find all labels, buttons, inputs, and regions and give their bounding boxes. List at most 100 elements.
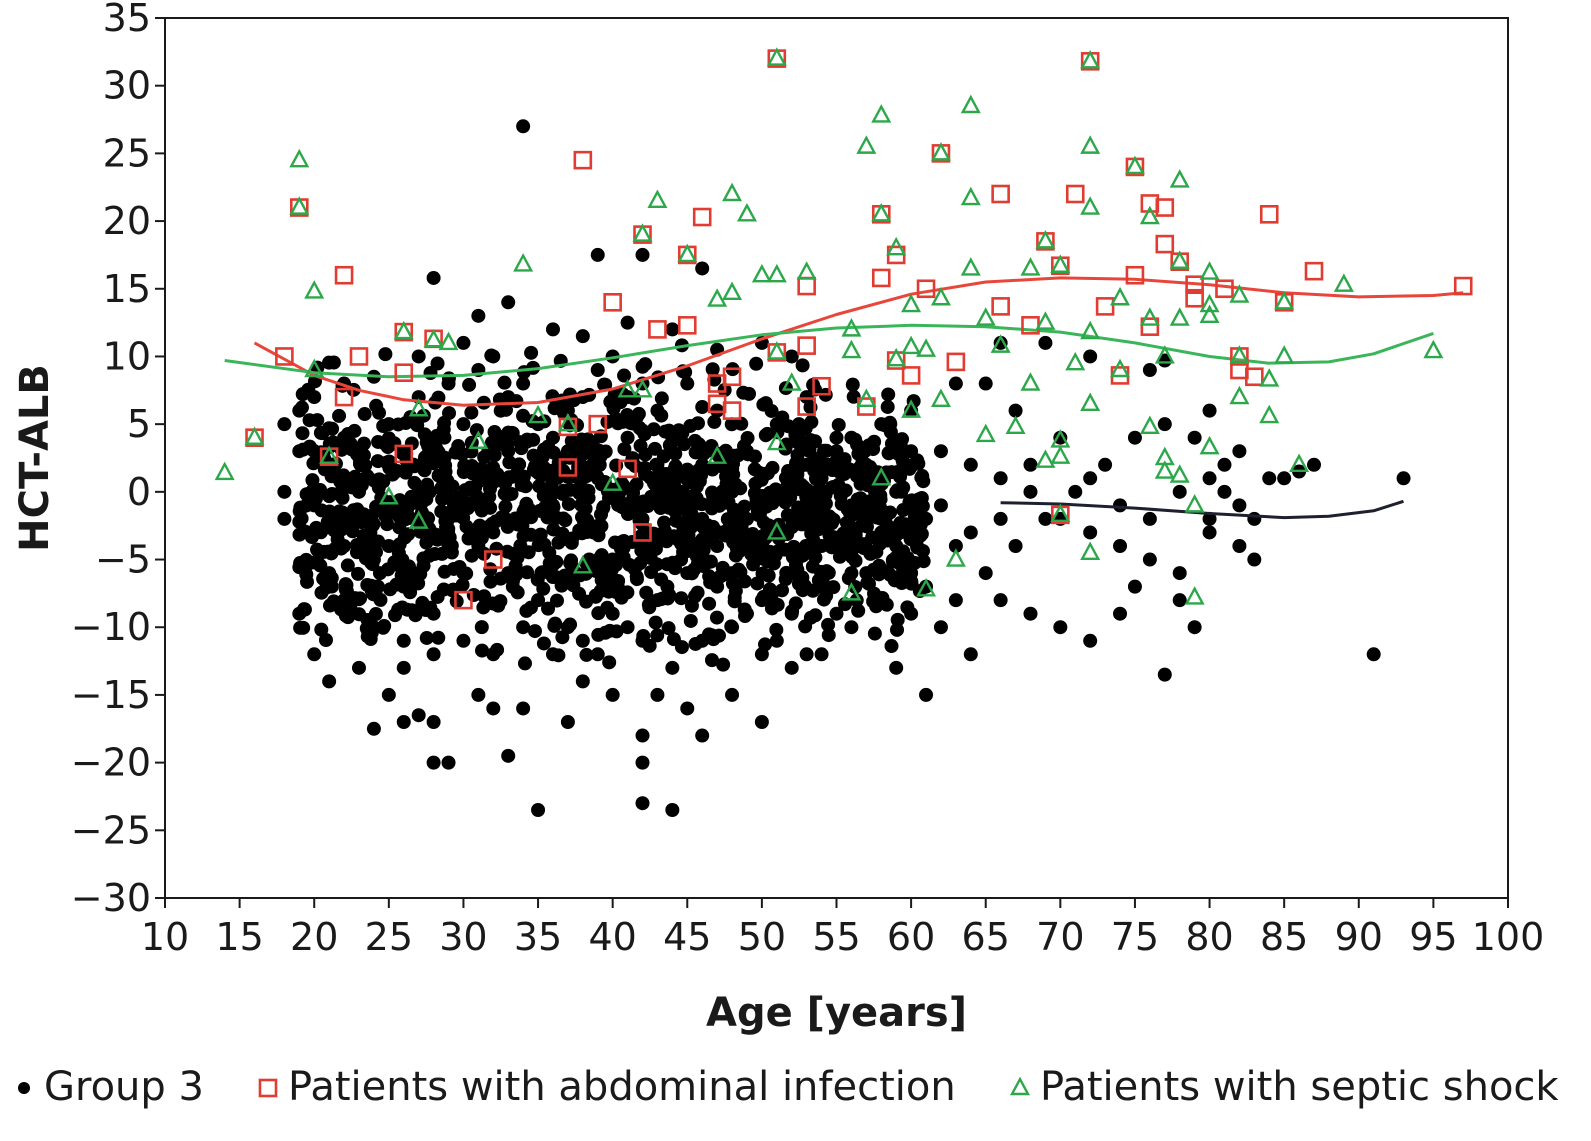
group-3-point bbox=[1262, 471, 1277, 486]
group-3-cloud-point bbox=[648, 615, 663, 630]
group-3-point bbox=[1232, 539, 1247, 553]
group-3-cloud-point bbox=[295, 426, 310, 441]
septic-shock-point bbox=[214, 461, 235, 481]
septic-shock-point bbox=[1080, 392, 1101, 412]
abdominal-infection-point bbox=[916, 279, 936, 299]
septic-shock-point bbox=[766, 431, 787, 451]
group-3-point bbox=[963, 647, 978, 662]
group-3-cloud-point bbox=[655, 472, 670, 487]
group-3-cloud-point bbox=[547, 401, 562, 416]
group-3-point bbox=[650, 593, 665, 608]
group-3-cloud-point bbox=[426, 456, 441, 471]
x-tick-label: 10 bbox=[141, 915, 189, 959]
group-3-cloud-point bbox=[687, 589, 702, 604]
septic-shock-point bbox=[901, 399, 922, 418]
group-3-point bbox=[351, 511, 366, 526]
group-3-point bbox=[1023, 606, 1038, 621]
septic-shock-point bbox=[244, 426, 265, 445]
septic-shock-point bbox=[289, 148, 310, 168]
septic-shock-point bbox=[1050, 254, 1071, 273]
group-3-point bbox=[769, 417, 784, 432]
group-3-cloud-point bbox=[537, 537, 552, 552]
group-3-point bbox=[396, 715, 411, 729]
group-3-point bbox=[322, 674, 337, 689]
group-3-cloud-point bbox=[377, 436, 392, 451]
group-3-point bbox=[366, 552, 381, 567]
septic-shock-point bbox=[647, 189, 668, 208]
x-tick-label: 60 bbox=[887, 915, 935, 959]
septic-shock-point bbox=[960, 94, 981, 114]
group-3-point bbox=[620, 620, 635, 635]
septic-shock-point bbox=[1169, 307, 1190, 326]
group-3-point bbox=[590, 647, 605, 662]
group-3-point bbox=[516, 620, 531, 635]
group-3-point bbox=[635, 728, 650, 743]
septic-shock-point bbox=[1184, 586, 1205, 605]
group-3-cloud-point bbox=[466, 588, 481, 603]
group-3-cloud-point bbox=[805, 559, 820, 574]
group-3-cloud-point bbox=[711, 628, 726, 643]
group-3-point bbox=[919, 687, 934, 702]
septic-shock-point bbox=[1050, 445, 1071, 464]
abdominal-infection-point bbox=[722, 401, 742, 420]
group-3-cloud-point bbox=[369, 398, 384, 413]
group-3-point bbox=[575, 329, 590, 344]
group-3-cloud-point bbox=[332, 408, 347, 423]
septic-shock-point bbox=[572, 554, 593, 574]
group-3-point bbox=[844, 498, 859, 513]
legend-marker bbox=[258, 1078, 278, 1098]
group-3-cloud-point bbox=[629, 569, 644, 584]
group-3-cloud-point bbox=[821, 617, 836, 632]
group-3-cloud-point bbox=[884, 639, 899, 654]
series-abdominal-infection bbox=[245, 49, 1473, 610]
septic-shock-point bbox=[1035, 449, 1056, 468]
group-3-cloud-point bbox=[455, 577, 470, 592]
group-3-cloud-point bbox=[742, 386, 757, 401]
abdominal-infection-point bbox=[901, 366, 921, 385]
y-tick-label: 0 bbox=[127, 470, 151, 514]
septic-shock-point bbox=[632, 223, 653, 242]
group-3-point bbox=[1038, 511, 1053, 526]
group-3-point bbox=[501, 390, 516, 405]
group-3-point bbox=[471, 539, 486, 553]
group-3-point bbox=[516, 701, 531, 716]
group-3-cloud-point bbox=[592, 443, 607, 458]
group-3-point bbox=[725, 566, 740, 581]
septic-shock-point bbox=[871, 466, 892, 486]
group-3-point bbox=[411, 708, 426, 723]
group-3-point bbox=[471, 498, 486, 513]
group-3-cloud-point bbox=[462, 377, 477, 392]
group-3-cloud-point bbox=[890, 622, 905, 637]
group-3-point bbox=[516, 376, 531, 391]
group-3-point bbox=[545, 322, 560, 337]
y-tick-label: 5 bbox=[127, 402, 151, 446]
group-3-point bbox=[307, 498, 322, 513]
group-3-point bbox=[486, 525, 501, 540]
group-3-point bbox=[889, 484, 904, 499]
group-3-cloud-point bbox=[578, 566, 593, 581]
group-3-cloud-point bbox=[614, 590, 629, 605]
group-3-cloud-point bbox=[300, 574, 315, 589]
group-3-point bbox=[725, 687, 740, 702]
group-3-cloud-point bbox=[349, 537, 364, 552]
abdominal-infection-point bbox=[483, 550, 503, 569]
group-3-cloud-point bbox=[740, 431, 755, 446]
group-3-cloud-point bbox=[322, 598, 337, 613]
group-3-cloud-point bbox=[617, 368, 632, 383]
group-3-point bbox=[799, 457, 814, 472]
group-3-cloud-point bbox=[818, 507, 833, 522]
group-3-cloud-point bbox=[500, 544, 515, 559]
group-3-point bbox=[1217, 457, 1232, 472]
group-3-point bbox=[1083, 633, 1098, 648]
septic-shock-point bbox=[841, 318, 862, 337]
group-3-point bbox=[695, 261, 710, 276]
septic-shock-point bbox=[1184, 494, 1205, 513]
group-3-cloud-point bbox=[353, 591, 368, 606]
group-3-point bbox=[531, 417, 546, 432]
septic-shock-point bbox=[468, 430, 489, 449]
group-3-cloud-point bbox=[896, 503, 911, 518]
group-3-point bbox=[545, 430, 560, 445]
group-3-point bbox=[471, 687, 486, 702]
group-3-cloud-point bbox=[709, 610, 724, 625]
group-3-cloud-point bbox=[332, 504, 347, 519]
